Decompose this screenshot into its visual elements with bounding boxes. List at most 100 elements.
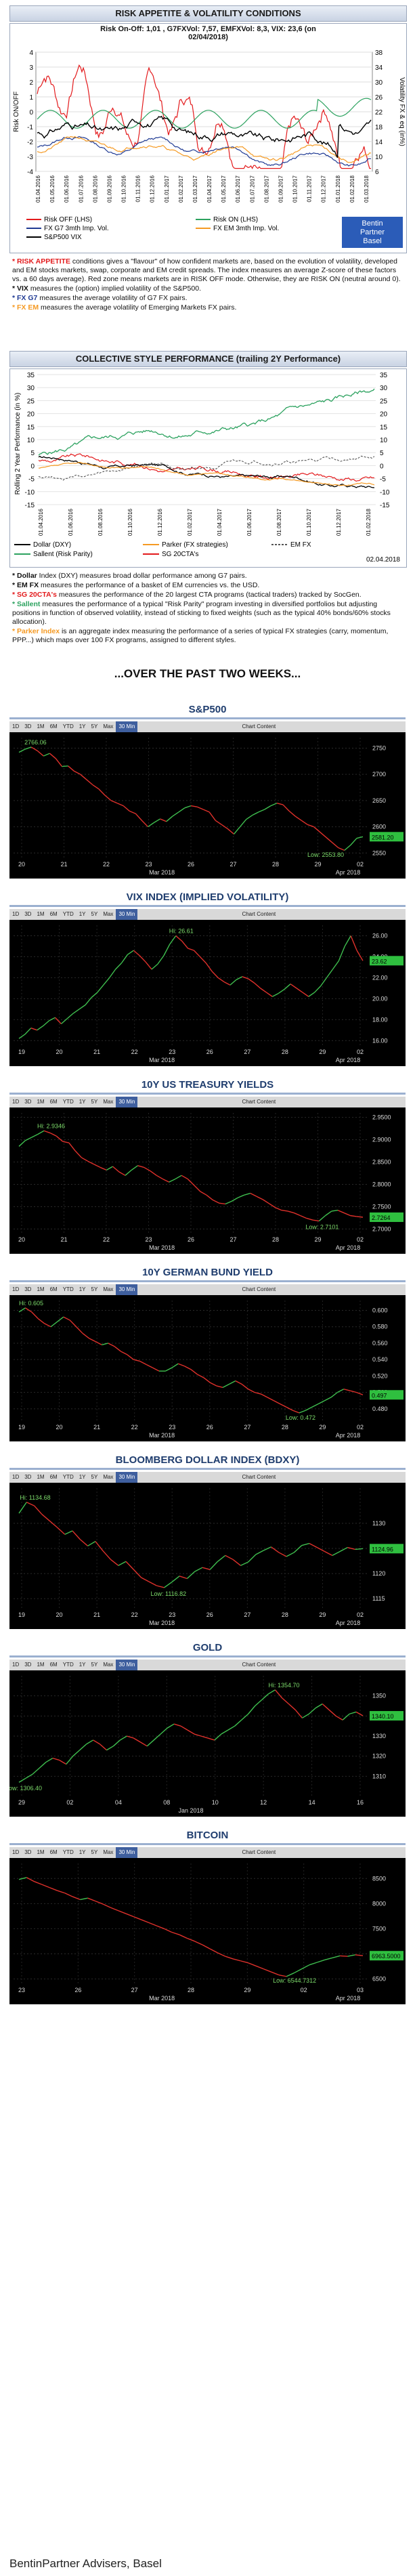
toolbar-button[interactable]: 5Y: [91, 1099, 98, 1105]
toolbar-button[interactable]: 1D: [12, 911, 20, 917]
market-y-tick: 20.00: [372, 995, 388, 1002]
market-segment: [274, 1689, 283, 1699]
toolbar-button[interactable]: 1M: [37, 723, 45, 730]
toolbar-button[interactable]: Chart Content: [242, 1099, 276, 1105]
market-segment: [258, 809, 265, 813]
toolbar-button[interactable]: 3D: [24, 723, 32, 730]
market-segment: [271, 992, 279, 997]
market-segment: [173, 1723, 181, 1727]
market-segment: [18, 748, 26, 753]
market-y-tick: 2600: [372, 824, 386, 830]
market-last-value: 2581.20: [372, 834, 394, 841]
market-segment: [248, 1554, 257, 1563]
toolbar-button[interactable]: 5Y: [91, 1662, 98, 1668]
toolbar-button[interactable]: 30 Min: [116, 1472, 138, 1483]
toolbar-button[interactable]: 3D: [24, 1662, 32, 1668]
toolbar-button[interactable]: 6M: [49, 723, 58, 730]
market-segment: [301, 1542, 310, 1546]
market-segment: [167, 1723, 175, 1729]
toolbar-button[interactable]: 1D: [12, 1099, 20, 1105]
market-hi-label: Hi: 2.9346: [37, 1122, 65, 1129]
toolbar-button[interactable]: Max: [103, 911, 114, 917]
market-x-tick: 28: [272, 861, 279, 868]
toolbar-button[interactable]: 30 Min: [116, 721, 138, 732]
toolbar-button[interactable]: Max: [103, 1849, 114, 1855]
note-key: * SG 20CTA's: [12, 591, 57, 599]
market-x-tick: 20: [18, 861, 25, 868]
market-segment: [72, 1896, 81, 1901]
market-segment: [308, 992, 315, 997]
toolbar-button[interactable]: Max: [103, 1099, 114, 1105]
toolbar-button[interactable]: 1M: [37, 1474, 45, 1480]
toolbar-button[interactable]: YTD: [62, 1099, 74, 1105]
market-segment: [37, 750, 44, 757]
chart-toolbar: 1D 3D 1M 6M YTD 1Y 5Y Max 30 Min Chart Content: [9, 909, 406, 920]
toolbar-button[interactable]: 3D: [24, 1099, 32, 1105]
toolbar-button[interactable]: 1M: [37, 1099, 45, 1105]
toolbar-button[interactable]: YTD: [62, 1286, 74, 1292]
toolbar-button[interactable]: 1D: [12, 1849, 20, 1855]
market-segment: [355, 1954, 364, 1956]
toolbar-button[interactable]: 3D: [24, 1286, 32, 1292]
toolbar-button[interactable]: 6M: [49, 1286, 58, 1292]
toolbar-button[interactable]: 3D: [24, 1849, 32, 1855]
toolbar-button[interactable]: 3D: [24, 911, 32, 917]
toolbar-button[interactable]: 1D: [12, 1286, 20, 1292]
toolbar-button[interactable]: 3D: [24, 1474, 32, 1480]
toolbar-button[interactable]: 1D: [12, 723, 20, 730]
toolbar-button[interactable]: 6M: [49, 1474, 58, 1480]
toolbar-button[interactable]: YTD: [62, 723, 74, 730]
market-segment: [41, 1884, 50, 1888]
risk-x-tick: 01.05.2016: [49, 175, 56, 203]
toolbar-button[interactable]: 5Y: [91, 1849, 98, 1855]
note-item: * FX G7 measures the average volatility …: [12, 294, 403, 303]
market-segment: [216, 1385, 223, 1389]
toolbar-button[interactable]: 1M: [37, 911, 45, 917]
toolbar-button[interactable]: 6M: [49, 911, 58, 917]
toolbar-button[interactable]: 1Y: [79, 1474, 86, 1480]
market-lo-label: Low: 2.7101: [305, 1224, 338, 1231]
toolbar-button[interactable]: Max: [103, 1662, 114, 1668]
market-segment: [315, 1703, 323, 1709]
toolbar-button[interactable]: Max: [103, 1286, 114, 1292]
toolbar-button[interactable]: Chart Content: [242, 1474, 276, 1480]
toolbar-button[interactable]: 6M: [49, 1099, 58, 1105]
toolbar-button[interactable]: 5Y: [91, 723, 98, 730]
toolbar-button[interactable]: Chart Content: [242, 911, 276, 917]
toolbar-button[interactable]: 1Y: [79, 1849, 86, 1855]
toolbar-button[interactable]: 1M: [37, 1849, 45, 1855]
toolbar-button[interactable]: Chart Content: [242, 723, 276, 730]
toolbar-button[interactable]: 1Y: [79, 911, 86, 917]
toolbar-button[interactable]: 5Y: [91, 1474, 98, 1480]
toolbar-button[interactable]: 5Y: [91, 1286, 98, 1292]
toolbar-button[interactable]: 1Y: [79, 1662, 86, 1668]
toolbar-button[interactable]: 1Y: [79, 1099, 86, 1105]
toolbar-button[interactable]: 30 Min: [116, 1847, 138, 1858]
market-segment: [223, 981, 231, 986]
toolbar-button[interactable]: YTD: [62, 1849, 74, 1855]
market-segment: [179, 1934, 188, 1939]
toolbar-button[interactable]: 30 Min: [116, 909, 138, 920]
toolbar-button[interactable]: 1Y: [79, 1286, 86, 1292]
toolbar-button[interactable]: Chart Content: [242, 1662, 276, 1668]
toolbar-button[interactable]: 1M: [37, 1286, 45, 1292]
toolbar-button[interactable]: YTD: [62, 911, 74, 917]
toolbar-button[interactable]: 30 Min: [116, 1660, 138, 1670]
toolbar-button[interactable]: 30 Min: [116, 1284, 138, 1295]
toolbar-button[interactable]: 1D: [12, 1662, 20, 1668]
toolbar-button[interactable]: 6M: [49, 1849, 58, 1855]
toolbar-button[interactable]: 1M: [37, 1662, 45, 1668]
toolbar-button[interactable]: 1Y: [79, 723, 86, 730]
toolbar-button[interactable]: 5Y: [91, 911, 98, 917]
toolbar-button[interactable]: YTD: [62, 1474, 74, 1480]
market-segment: [116, 803, 124, 807]
toolbar-button[interactable]: Max: [103, 723, 114, 730]
toolbar-button[interactable]: Chart Content: [242, 1286, 276, 1292]
toolbar-button[interactable]: 6M: [49, 1662, 58, 1668]
toolbar-button[interactable]: Max: [103, 1474, 114, 1480]
toolbar-button[interactable]: YTD: [62, 1662, 74, 1668]
market-segment: [79, 1744, 87, 1751]
toolbar-button[interactable]: 30 Min: [116, 1097, 138, 1107]
toolbar-button[interactable]: Chart Content: [242, 1849, 276, 1855]
toolbar-button[interactable]: 1D: [12, 1474, 20, 1480]
